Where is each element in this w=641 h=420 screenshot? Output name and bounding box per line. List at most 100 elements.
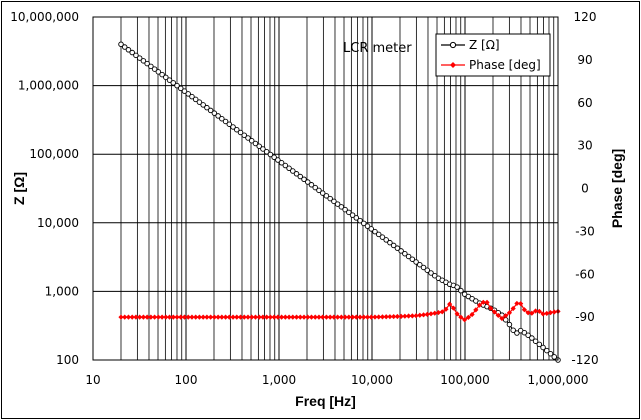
series-z-point bbox=[424, 267, 431, 273]
series-z-point bbox=[159, 71, 165, 78]
series-z-point bbox=[551, 354, 558, 360]
series-z-point bbox=[319, 190, 326, 196]
series-z-point bbox=[140, 58, 147, 64]
series-z-point bbox=[290, 168, 296, 174]
series-phase-point bbox=[237, 314, 244, 320]
series-phase-point bbox=[241, 314, 247, 320]
series-phase-point bbox=[152, 314, 158, 320]
ticks-layer: 10 100 1,000 10,000 100,000 1,000,000 100 1,000… bbox=[10, 10, 598, 387]
series-phase-point bbox=[338, 314, 344, 320]
series-phase-point bbox=[140, 314, 147, 320]
series-z-point bbox=[267, 151, 274, 158]
series-phase-point bbox=[222, 314, 229, 320]
series-phase-point bbox=[473, 307, 479, 313]
series-phase-point bbox=[499, 315, 505, 322]
series-phase-point bbox=[264, 314, 270, 320]
series-phase-point bbox=[193, 314, 199, 320]
y-left-tick-label: 1,000 bbox=[45, 284, 79, 298]
series-z-point bbox=[349, 212, 356, 218]
y-right-tick-label: 30 bbox=[577, 139, 592, 153]
series-z-point bbox=[189, 93, 195, 100]
series-phase-point bbox=[133, 314, 139, 320]
series-phase-point bbox=[454, 311, 460, 317]
series-phase-point bbox=[491, 309, 498, 315]
series-z-point bbox=[458, 287, 464, 294]
series-phase-point bbox=[346, 314, 352, 320]
series-z-point bbox=[237, 129, 244, 136]
series-phase-point bbox=[256, 314, 262, 320]
series-z-point bbox=[129, 49, 135, 56]
series-phase-point bbox=[387, 314, 393, 320]
series-z-point bbox=[532, 338, 539, 344]
series-z-point bbox=[536, 341, 543, 348]
series-phase-point bbox=[170, 314, 176, 320]
series-z-point bbox=[394, 245, 401, 251]
series-phase-point bbox=[428, 311, 434, 317]
series-phase-point bbox=[297, 314, 303, 320]
series-phase-point bbox=[323, 314, 330, 320]
legend-marker-z bbox=[449, 41, 457, 49]
series-phase-point bbox=[166, 314, 173, 320]
series-phase-point bbox=[447, 301, 453, 307]
series-phase-point bbox=[551, 309, 557, 315]
series-phase-point bbox=[469, 311, 475, 318]
series-phase-point bbox=[312, 314, 318, 320]
series-z-point bbox=[514, 330, 520, 336]
series-z-point bbox=[256, 143, 262, 149]
series-z-point bbox=[312, 184, 318, 191]
series-phase-point bbox=[282, 314, 288, 320]
series-phase-point bbox=[118, 314, 124, 320]
y-left-tick-label: 100 bbox=[56, 353, 79, 367]
series-z-point bbox=[402, 250, 408, 257]
series-z-point bbox=[133, 52, 139, 59]
series-z-point bbox=[327, 195, 333, 202]
series-z-point bbox=[357, 217, 363, 224]
series-phase-point bbox=[495, 312, 501, 319]
series-z-point bbox=[544, 347, 550, 354]
series-phase-point bbox=[462, 317, 468, 323]
series-phase-point bbox=[308, 314, 315, 320]
series-z-point bbox=[308, 182, 315, 188]
series-phase-point bbox=[405, 313, 412, 319]
series-z-point bbox=[510, 327, 516, 333]
series-phase-point bbox=[361, 314, 367, 320]
series-phase-point bbox=[532, 308, 539, 314]
series-z-point bbox=[461, 291, 468, 297]
series-phase-point bbox=[349, 314, 356, 320]
series-phase-point bbox=[301, 314, 307, 320]
series-z-point bbox=[334, 201, 341, 207]
y-left-tick-label: 100,000 bbox=[29, 147, 79, 161]
series-phase-point bbox=[249, 314, 255, 320]
series-phase-point bbox=[458, 314, 464, 320]
series-phase-point bbox=[510, 305, 516, 312]
series-z-point bbox=[125, 47, 132, 53]
series-z-point bbox=[375, 231, 382, 238]
series-z-point bbox=[170, 80, 177, 86]
series-z-point bbox=[275, 157, 281, 163]
series-z-point bbox=[211, 110, 218, 116]
y-right-axis-title: Phase [deg] bbox=[609, 149, 625, 228]
series-z-point bbox=[286, 165, 292, 172]
plot-area-border bbox=[92, 16, 559, 361]
y-right-tick-label: -30 bbox=[575, 224, 595, 238]
series-z-point bbox=[248, 137, 255, 144]
series-z-point bbox=[413, 259, 419, 265]
series-z-point bbox=[521, 329, 528, 336]
series-phase-point bbox=[368, 314, 374, 320]
series-phase-point bbox=[540, 311, 546, 317]
series-layer bbox=[118, 41, 561, 363]
series-z-point bbox=[226, 121, 233, 127]
series-phase-point bbox=[391, 313, 397, 320]
series-phase-point bbox=[234, 314, 240, 320]
series-z-point bbox=[547, 350, 554, 357]
series-phase-point bbox=[480, 299, 486, 305]
series-z-point bbox=[409, 256, 416, 262]
series-z-point bbox=[222, 118, 229, 125]
y-right-tick-label: -120 bbox=[571, 353, 598, 367]
series-phase-point bbox=[293, 314, 300, 320]
series-z-point bbox=[364, 223, 371, 229]
series-phase-point bbox=[200, 314, 206, 320]
series-phase-point bbox=[286, 314, 292, 320]
series-z-point bbox=[454, 284, 460, 290]
